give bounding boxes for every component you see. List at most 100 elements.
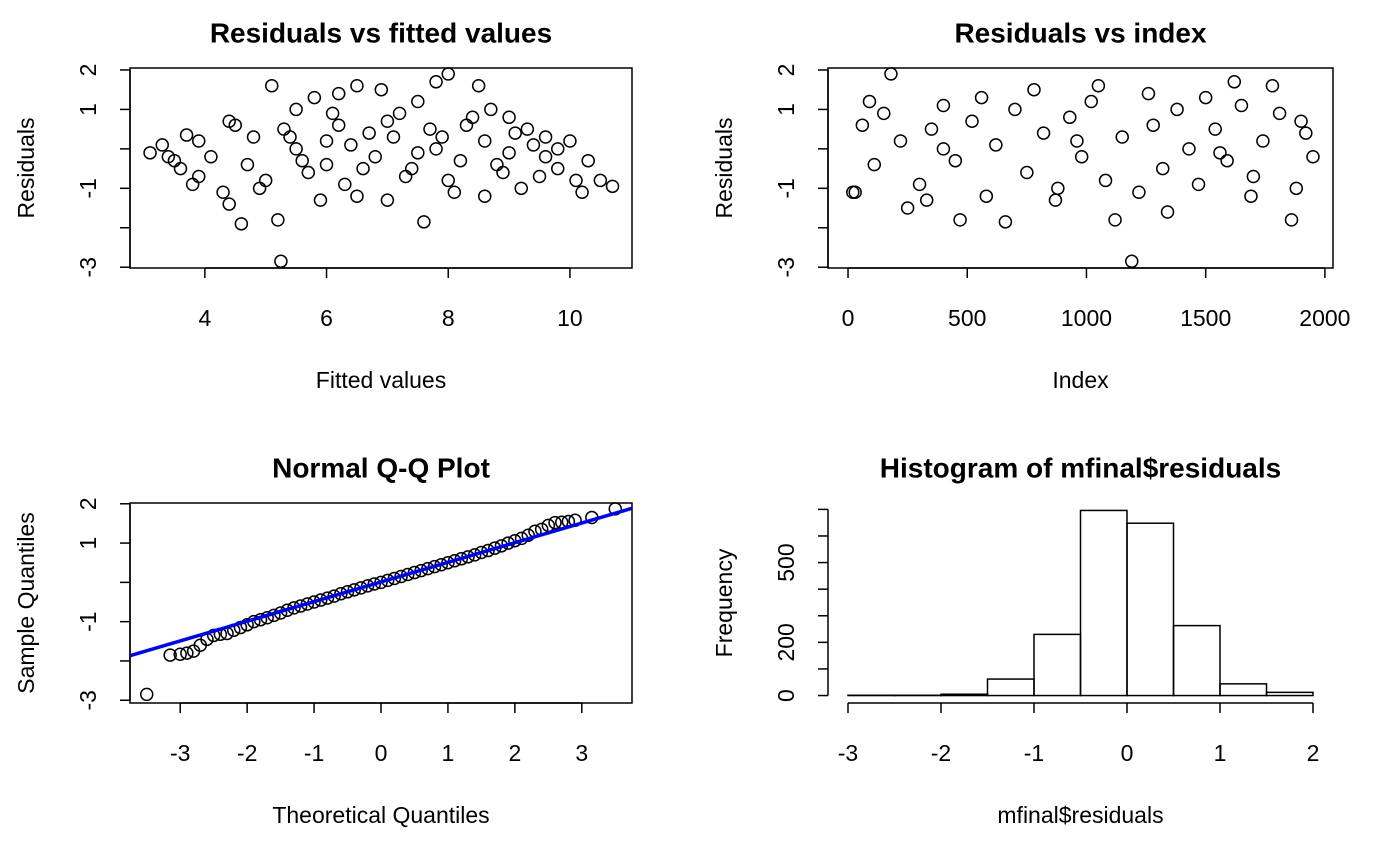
point: [1098, 173, 1113, 188]
point: [240, 157, 255, 172]
point: [331, 86, 346, 101]
point: [386, 130, 401, 144]
point: [974, 90, 989, 105]
point: [404, 161, 419, 176]
point: [924, 122, 939, 136]
bar: [1219, 683, 1268, 697]
point: [417, 215, 431, 229]
point: [325, 106, 340, 121]
point: [179, 128, 194, 142]
point: [514, 181, 529, 196]
x-tick-label: 4: [198, 305, 211, 331]
bar: [940, 693, 989, 697]
point: [989, 138, 1003, 152]
point: [1146, 118, 1160, 132]
point: [877, 106, 891, 121]
x-tick-label: 1000: [1061, 305, 1112, 331]
point: [271, 213, 285, 227]
point: [1306, 150, 1320, 164]
point: [569, 173, 583, 188]
point: [192, 169, 206, 184]
point: [1070, 134, 1084, 148]
point: [1170, 102, 1184, 117]
y-tick-label: -1: [773, 178, 799, 198]
point: [289, 102, 303, 117]
point: [173, 161, 188, 176]
point: [1027, 82, 1041, 97]
point: [459, 118, 474, 132]
x-tick-label: -1: [1024, 740, 1044, 766]
chart-title: Normal Q-Q Plot: [272, 452, 490, 483]
point: [1191, 177, 1206, 192]
x-tick-label: -2: [237, 740, 257, 766]
point: [204, 150, 218, 164]
point: [441, 67, 455, 81]
plot-box: [827, 67, 1334, 269]
point: [1213, 146, 1227, 160]
x-axis-title: Index: [1052, 367, 1109, 393]
point: [411, 146, 425, 160]
point: [155, 138, 169, 152]
chart-title: Histogram of mfinal$residuals: [880, 452, 1281, 483]
point: [301, 165, 316, 180]
y-tick-label: -3: [75, 257, 101, 277]
point: [173, 647, 187, 662]
point: [313, 193, 328, 207]
point: [471, 79, 486, 93]
x-tick-label: 2: [508, 740, 521, 766]
point: [429, 75, 443, 89]
point: [356, 161, 370, 176]
point: [1299, 126, 1313, 140]
point: [289, 142, 303, 156]
panel: Normal Q-Q Plot Theoretical Quantiles Samp…: [13, 452, 633, 828]
y-tick-label: -3: [773, 257, 799, 277]
bar: [1126, 522, 1175, 697]
y-tick-label: 500: [773, 543, 799, 581]
point: [538, 130, 553, 144]
point: [1234, 98, 1249, 113]
x-tick-label: 500: [948, 305, 986, 331]
point: [1008, 102, 1022, 117]
y-tick-label: -1: [75, 178, 101, 198]
point: [185, 177, 200, 192]
x-tick-label: 1500: [1180, 305, 1231, 331]
point: [139, 687, 154, 702]
point: [368, 150, 382, 164]
y-tick-label: -3: [75, 690, 101, 710]
x-axis-title: Theoretical Quantiles: [272, 802, 489, 828]
point: [490, 157, 504, 172]
point: [447, 185, 462, 200]
point: [453, 153, 468, 168]
point: [867, 157, 882, 172]
point: [338, 177, 352, 192]
point: [1208, 122, 1222, 136]
point: [998, 215, 1013, 229]
point: [163, 648, 177, 662]
point: [855, 118, 870, 132]
point: [965, 114, 979, 129]
point: [1160, 205, 1175, 219]
x-tick-label: -2: [931, 740, 951, 766]
point: [900, 201, 915, 215]
x-axis-title: mfinal$residuals: [997, 802, 1163, 828]
point: [508, 126, 522, 140]
y-axis-title: Frequency: [711, 548, 737, 657]
x-tick-label: 10: [557, 305, 583, 331]
x-tick-label: 6: [320, 305, 333, 331]
point: [307, 90, 322, 105]
point: [1182, 142, 1196, 156]
point: [484, 102, 498, 117]
point: [1132, 185, 1146, 200]
point: [575, 185, 589, 200]
point: [1256, 134, 1270, 148]
x-tick-label: -3: [838, 740, 858, 766]
y-tick-label: 2: [75, 497, 101, 510]
y-tick-label: 1: [773, 103, 799, 116]
plot-box: [129, 502, 633, 704]
point: [593, 173, 608, 188]
y-tick-label: 200: [773, 623, 799, 661]
point: [979, 189, 994, 203]
point: [1294, 114, 1308, 129]
x-tick-label: 1: [442, 740, 455, 766]
point: [884, 67, 898, 81]
